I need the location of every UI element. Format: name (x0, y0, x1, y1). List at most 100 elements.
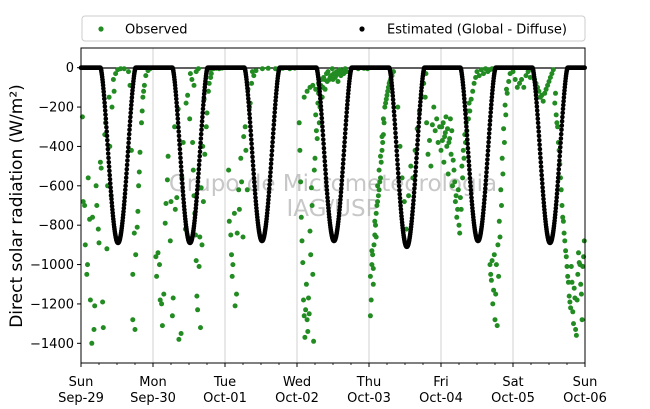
estimated-point (535, 116, 541, 121)
estimated-point (344, 110, 350, 115)
observed-point (455, 187, 461, 193)
observed-point (501, 126, 507, 132)
estimated-point (397, 195, 403, 201)
observed-point (133, 252, 139, 258)
estimated-point (269, 157, 274, 162)
observed-point (457, 230, 463, 236)
estimated-point (176, 129, 181, 134)
observed-point (296, 120, 302, 126)
observed-point (109, 104, 115, 110)
observed-point (139, 120, 144, 126)
observed-point (432, 128, 438, 134)
estimated-point (418, 92, 424, 97)
estimated-point (126, 145, 131, 150)
estimated-point (538, 155, 543, 161)
estimated-point (246, 103, 252, 109)
estimated-point (123, 183, 128, 189)
estimated-point (416, 115, 422, 121)
observed-point (504, 86, 509, 92)
estimated-point (410, 212, 415, 218)
estimated-point (553, 209, 558, 214)
estimated-point (541, 203, 547, 209)
estimated-point (104, 133, 110, 139)
estimated-point (391, 101, 396, 106)
observed-point (313, 112, 319, 118)
estimated-point (339, 178, 345, 183)
observed-point (249, 80, 255, 86)
observed-point (378, 175, 383, 181)
estimated-point (177, 142, 182, 147)
observed-point (312, 155, 318, 161)
observed-point (441, 159, 447, 165)
observed-point (307, 228, 313, 234)
observed-point (570, 309, 576, 315)
estimated-point (487, 122, 493, 128)
estimated-point (465, 141, 470, 147)
estimated-point (465, 137, 470, 142)
estimated-point (410, 209, 415, 214)
observed-point (375, 193, 381, 199)
estimated-point (271, 126, 276, 132)
observed-point (93, 183, 99, 189)
observed-point (563, 248, 569, 254)
x-tick-label-date: Oct-05 (491, 391, 535, 406)
estimated-point (396, 175, 401, 180)
observed-point (487, 262, 493, 268)
estimated-point (410, 205, 416, 211)
estimated-point (179, 172, 184, 178)
estimated-point (125, 149, 131, 154)
estimated-point (413, 164, 419, 170)
observed-point (523, 73, 529, 79)
estimated-point (110, 207, 115, 212)
observed-point (259, 66, 265, 72)
observed-point (82, 203, 88, 208)
estimated-point (104, 124, 109, 130)
estimated-point (323, 175, 329, 181)
estimated-point (249, 137, 254, 142)
estimated-point (556, 166, 562, 172)
observed-point (249, 69, 255, 75)
estimated-point (127, 123, 133, 128)
x-tick-label-day: Mon (139, 375, 166, 390)
estimated-point (269, 152, 275, 158)
observed-point (313, 128, 319, 134)
observed-point (466, 100, 472, 106)
estimated-point (419, 88, 424, 94)
observed-point (208, 75, 214, 80)
observed-point (178, 331, 184, 336)
y-tick-label: −1400 (30, 337, 74, 352)
observed-point (104, 246, 110, 252)
y-tick-label: 0 (66, 61, 74, 76)
estimated-point (390, 90, 395, 95)
estimated-point (129, 98, 134, 104)
observed-point (136, 169, 142, 175)
estimated-point (539, 172, 544, 178)
estimated-point (109, 196, 114, 202)
legend-marker-estimated (359, 26, 365, 32)
observed-point (549, 71, 555, 77)
estimated-point (540, 185, 545, 190)
observed-point (450, 157, 456, 163)
observed-point (130, 317, 136, 323)
estimated-point (323, 171, 329, 177)
estimated-point (468, 183, 473, 189)
observed-point (373, 234, 379, 240)
observed-point (383, 100, 389, 106)
estimated-point (465, 145, 471, 151)
y-tick-label: −1000 (30, 258, 74, 273)
observed-point (306, 295, 311, 301)
observed-point (304, 88, 310, 94)
estimated-point (464, 128, 470, 134)
x-tick-label-date: Sep-30 (130, 391, 176, 406)
x-axis-ticks: SunSep-29MonSep-30TueOct-01WedOct-02ThuO… (58, 363, 607, 406)
estimated-point (489, 94, 495, 100)
observed-point (198, 325, 203, 331)
estimated-point (270, 135, 276, 140)
estimated-point (253, 198, 259, 204)
estimated-point (126, 136, 132, 141)
estimated-point (483, 174, 489, 179)
observed-point (80, 199, 86, 205)
observed-point (195, 307, 201, 313)
observed-point (111, 88, 117, 94)
estimated-point (252, 179, 257, 185)
